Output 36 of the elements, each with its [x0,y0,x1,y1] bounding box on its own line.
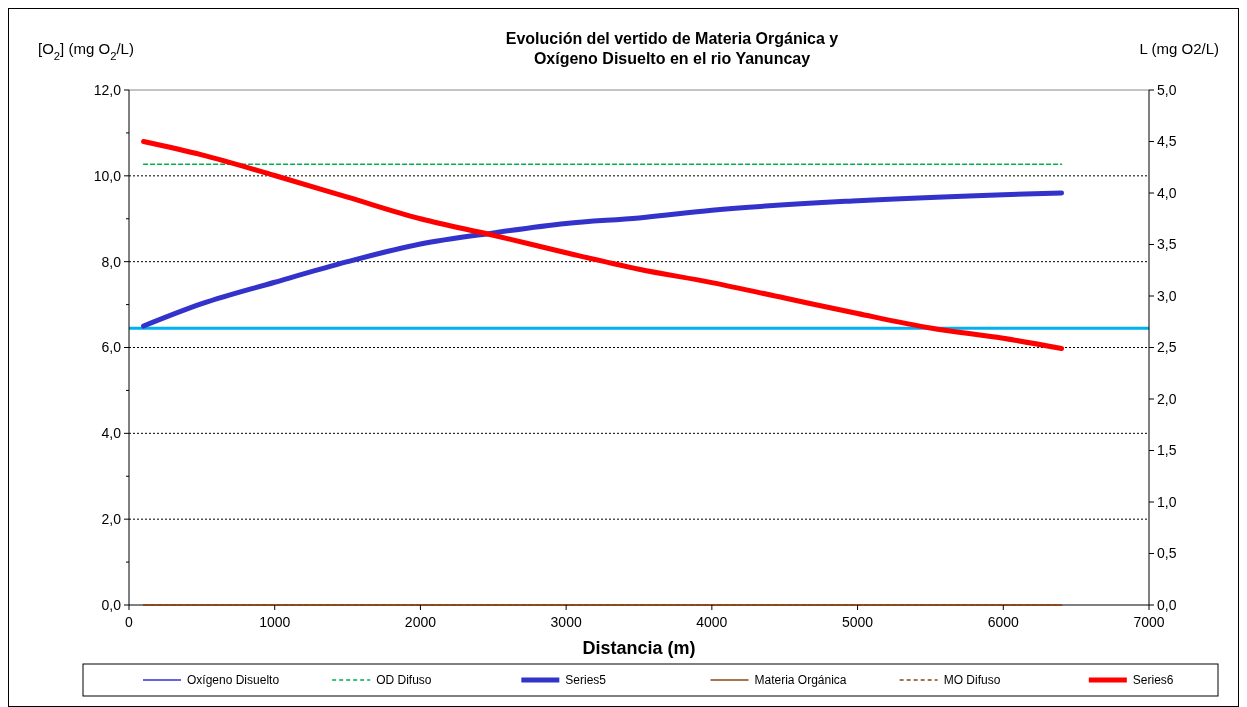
y-tick-label: 10,0 [93,167,122,184]
y-tick-label: 2,0 [101,511,122,528]
y2-tick-label: 5,0 [1157,81,1177,98]
x-tick-label: 5000 [841,614,874,630]
y2-tick-label: 0,5 [1157,545,1177,562]
legend-label: Materia Orgánica [754,673,847,688]
y-axis-title: [O$_{2}$] (mg O$_{2}$/L) [38,40,134,62]
y2-tick-label: 4,0 [1157,184,1177,201]
legend-label: OD Difuso [376,673,432,688]
legend-label: MO Difuso [943,673,1001,688]
y2-tick-label: 4,5 [1157,133,1177,150]
y-tick-label: 4,0 [101,425,122,442]
y2-tick-label: 2,0 [1157,390,1177,407]
y-tick-label: 0,0 [101,596,122,613]
y-tick-label: 12,0 [93,81,122,98]
x-tick-label: 6000 [987,614,1020,630]
x-tick-label: 1000 [259,614,291,630]
x-tick-label: 7000 [1133,614,1165,630]
y2-tick-label: 3,0 [1157,287,1177,304]
legend-label: Series5 [565,673,607,688]
x-tick-label: 2000 [404,614,437,630]
y2-tick-label: 3,5 [1157,236,1177,253]
legend-label: Oxígeno Disuelto [187,673,280,688]
x-axis-title: Distancia (m) [582,638,696,658]
y2-tick-label: 1,0 [1157,493,1177,510]
y2-tick-label: 2,5 [1157,339,1177,356]
y-tick-label: 6,0 [101,339,122,356]
x-tick-label: 0 [125,614,134,630]
y2-tick-label: 0,0 [1157,596,1177,613]
x-tick-label: 4000 [696,614,728,630]
legend-label: Series6 [1132,673,1174,688]
chart-title: Evolución del vertido de Materia Orgánica y Oxígeno Disuelto en el rio Yanuncay [505,30,839,67]
y2-tick-label: 1,5 [1157,442,1177,459]
x-tick-label: 3000 [550,614,582,630]
y-tick-label: 8,0 [101,253,122,270]
y2-axis-title: L (mg O2/L) [1139,40,1219,57]
